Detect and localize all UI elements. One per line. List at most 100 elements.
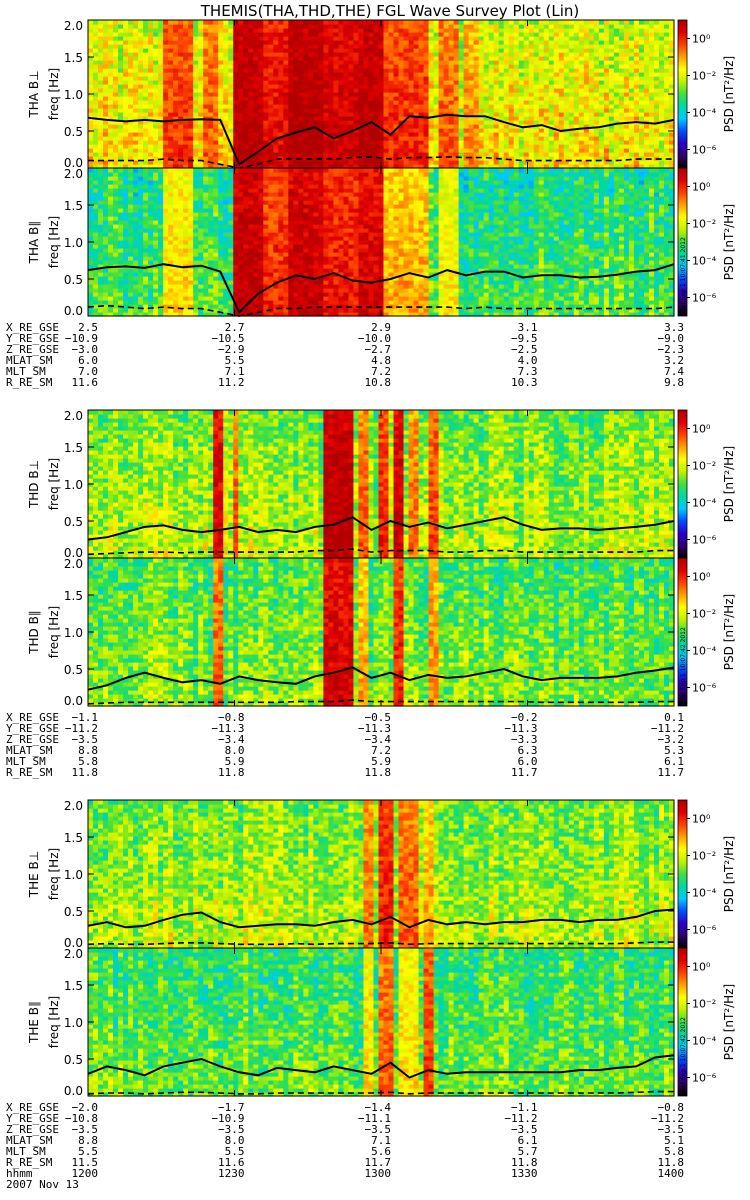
spectrogram-cell xyxy=(499,132,505,137)
spectrogram-cell xyxy=(589,148,595,153)
spectrogram-cell xyxy=(373,24,379,29)
spectrogram-cell xyxy=(379,76,385,81)
spectrogram-cell xyxy=(118,52,124,57)
spectrogram-cell xyxy=(504,112,510,117)
spectrogram-cell xyxy=(93,132,99,137)
spectrogram-cell xyxy=(534,48,540,53)
spectrogram-cell xyxy=(489,60,495,65)
spectrogram-cell xyxy=(143,144,149,149)
spectrogram-cell xyxy=(88,288,94,293)
spectrogram-cell xyxy=(153,284,159,289)
spectrogram-cell xyxy=(328,60,334,65)
spectrogram-cell xyxy=(419,84,425,89)
spectrogram-cell xyxy=(128,48,134,53)
spectrogram-cell xyxy=(619,36,625,41)
spectrogram-cell xyxy=(98,76,104,81)
spectrogram-cell xyxy=(409,84,415,89)
spectrogram-cell xyxy=(283,152,289,157)
spectrogram-cell xyxy=(168,228,174,233)
spectrogram-cell xyxy=(308,96,314,101)
spectrogram-cell xyxy=(539,128,545,133)
spectrogram-cell xyxy=(143,104,149,109)
spectrogram-cell xyxy=(143,64,149,69)
spectrogram-cell xyxy=(384,20,390,25)
spectrogram-cell xyxy=(133,148,139,153)
spectrogram-cell xyxy=(338,124,344,129)
spectrogram-cell xyxy=(103,240,109,245)
spectrogram-cell xyxy=(88,44,94,49)
spectrogram-cell xyxy=(654,32,660,37)
spectrogram-cell xyxy=(283,68,289,73)
spectrogram-cell xyxy=(639,64,645,69)
spectrogram-cell xyxy=(429,72,435,77)
spectrogram-cell xyxy=(88,260,94,265)
spectrogram-cell xyxy=(303,76,309,81)
spectrogram-cell xyxy=(404,76,410,81)
spectrogram-cell xyxy=(213,100,219,105)
spectrogram-cell xyxy=(338,36,344,41)
spectrogram-cell xyxy=(283,48,289,53)
spectrogram-cell xyxy=(394,64,400,69)
spectrogram-cell xyxy=(118,236,124,241)
spectrogram-cell xyxy=(88,244,94,249)
spectrogram-cell xyxy=(203,128,209,133)
spectrogram-cell xyxy=(389,104,395,109)
spectrogram-cell xyxy=(404,160,410,165)
spectrogram-cell xyxy=(88,64,94,69)
spectrogram-cell xyxy=(649,128,655,133)
spectrogram-cell xyxy=(303,144,309,149)
spectrogram-cell xyxy=(439,36,445,41)
spectrogram-cell xyxy=(118,248,124,253)
spectrogram-cell xyxy=(659,144,665,149)
spectrogram-cell xyxy=(404,20,410,25)
spectrogram-cell xyxy=(373,76,379,81)
spectrogram-cell xyxy=(263,148,269,153)
spectrogram-cell xyxy=(409,80,415,85)
spectrogram-cell xyxy=(283,100,289,105)
spectrogram-cell xyxy=(649,60,655,65)
spectrogram-cell xyxy=(283,60,289,65)
spectrogram-cell xyxy=(128,140,134,145)
spectrogram-cell xyxy=(394,152,400,157)
spectrogram-cell xyxy=(108,272,114,277)
spectrogram-cell xyxy=(559,76,565,81)
spectrogram-cell xyxy=(248,144,254,149)
spectrogram-cell xyxy=(198,108,204,113)
spectrogram-cell xyxy=(163,64,169,69)
spectrogram-cell xyxy=(213,144,219,149)
spectrogram-cell xyxy=(348,36,354,41)
spectrogram-cell xyxy=(489,108,495,113)
spectrogram-cell xyxy=(338,128,344,133)
spectrogram-cell xyxy=(434,108,440,113)
spectrogram-cell xyxy=(514,56,520,61)
spectrogram-cell xyxy=(123,216,129,221)
spectrogram-cell xyxy=(599,72,605,77)
spectrogram-cell xyxy=(409,48,415,53)
spectrogram-cell xyxy=(123,236,129,241)
spectrogram-cell xyxy=(549,88,555,93)
spectrogram-cell xyxy=(248,124,254,129)
spectrogram-cell xyxy=(128,168,134,173)
spectrogram-cell xyxy=(449,48,455,53)
spectrogram-cell xyxy=(323,76,329,81)
spectrogram-cell xyxy=(128,260,134,265)
spectrogram-cell xyxy=(293,68,299,73)
spectrogram-cell xyxy=(253,40,259,45)
spectrogram-cell xyxy=(649,76,655,81)
spectrogram-cell xyxy=(108,144,114,149)
spectrogram-cell xyxy=(163,240,169,245)
spectrogram-cell xyxy=(634,48,640,53)
spectrogram-cell xyxy=(133,248,139,253)
spectrogram-cell xyxy=(474,56,480,61)
spectrogram-cell xyxy=(384,56,390,61)
spectrogram-cell xyxy=(644,148,650,153)
spectrogram-cell xyxy=(604,120,610,125)
spectrogram-cell xyxy=(639,24,645,29)
spectrogram-cell xyxy=(118,36,124,41)
spectrogram-cell xyxy=(424,24,430,29)
spectrogram-cell xyxy=(659,108,665,113)
spectrogram-cell xyxy=(614,32,620,37)
spectrogram-cell xyxy=(278,112,284,117)
spectrogram-cell xyxy=(283,44,289,49)
spectrogram-cell xyxy=(213,80,219,85)
